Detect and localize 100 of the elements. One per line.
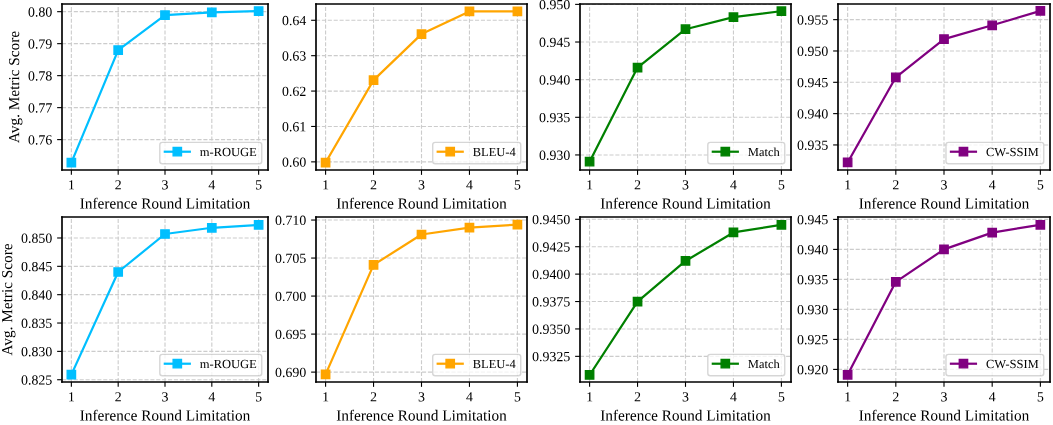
x-tick-label: 3 xyxy=(941,180,947,190)
x-tick-label: 2 xyxy=(115,180,121,190)
y-tick-label: 0.940 xyxy=(797,109,828,119)
y-tick-label: 0.76 xyxy=(28,135,52,145)
y-tick-label: 0.9375 xyxy=(532,297,570,307)
x-tick-label: 3 xyxy=(162,392,168,402)
point xyxy=(113,267,124,277)
point xyxy=(160,10,170,21)
x-tick-label: 3 xyxy=(682,392,689,402)
x-tick-label: 4 xyxy=(988,392,996,402)
x-tick-label: 3 xyxy=(418,392,425,402)
point xyxy=(253,6,264,16)
point xyxy=(206,7,217,18)
x-tick-label: 2 xyxy=(634,180,641,190)
x-tick-label: 1 xyxy=(323,392,329,402)
legend-label: m-ROUGE xyxy=(200,359,257,369)
y-tick-label: 0.63 xyxy=(282,51,306,61)
x-tick-label: 2 xyxy=(634,392,641,402)
x-tick-label: 1 xyxy=(587,180,593,190)
point xyxy=(842,369,853,380)
point xyxy=(890,72,901,83)
point xyxy=(66,157,77,168)
y-tick-label: 0.925 xyxy=(797,334,828,345)
y-tick-label: 0.835 xyxy=(21,318,52,329)
y-tick-label: 0.78 xyxy=(28,71,52,81)
x-tick-label: 4 xyxy=(730,180,737,190)
y-tick-label: 0.940 xyxy=(539,75,570,85)
x-tick-label: 5 xyxy=(514,180,521,190)
point xyxy=(113,45,124,55)
point xyxy=(253,220,264,230)
point xyxy=(890,276,901,287)
y-tick-label: 0.710 xyxy=(275,215,306,226)
x-tick-label: 2 xyxy=(370,392,377,402)
y-tick-label: 0.77 xyxy=(28,103,52,113)
point xyxy=(987,20,998,31)
y-tick-label: 0.945 xyxy=(797,214,828,225)
y-tick-label: 0.9425 xyxy=(532,242,570,252)
legend-label: m-ROUGE xyxy=(200,147,257,157)
legend-label: CW-SSIM xyxy=(986,359,1039,369)
y-tick-label: 0.955 xyxy=(797,15,828,25)
y-tick-label: 0.690 xyxy=(275,367,306,378)
x-tick-label: 3 xyxy=(418,180,425,190)
x-axis-title: Inference Round Limitation xyxy=(80,409,251,421)
y-tick-label: 0.950 xyxy=(539,0,570,10)
legend-label: BLEU-4 xyxy=(473,359,516,369)
x-tick-label: 4 xyxy=(730,392,737,402)
y-tick-label: 0.9325 xyxy=(532,351,570,362)
y-tick-label: 0.9350 xyxy=(532,324,570,334)
y-tick-label: 0.930 xyxy=(539,150,570,160)
x-axis-title: Inference Round Limitation xyxy=(859,409,1030,421)
y-tick-label: 0.9450 xyxy=(532,214,570,225)
x-tick-label: 1 xyxy=(845,180,851,190)
point xyxy=(680,24,691,35)
y-tick-label: 0.840 xyxy=(21,290,52,300)
point xyxy=(680,256,691,266)
x-tick-label: 5 xyxy=(255,392,262,402)
x-tick-label: 5 xyxy=(1037,392,1044,402)
point xyxy=(987,227,998,238)
legend-label: Match xyxy=(748,359,780,369)
y-tick-label: 0.80 xyxy=(28,7,52,17)
x-tick-label: 5 xyxy=(514,392,521,402)
x-tick-label: 4 xyxy=(988,180,996,190)
point xyxy=(206,222,217,233)
y-tick-label: 0.705 xyxy=(275,253,306,264)
point xyxy=(584,370,595,380)
x-tick-label: 5 xyxy=(778,180,785,190)
point xyxy=(416,29,427,39)
point xyxy=(1035,6,1046,16)
x-tick-label: 3 xyxy=(162,180,168,190)
point xyxy=(939,244,949,255)
legend-label: CW-SSIM xyxy=(986,147,1039,157)
y-tick-label: 0.695 xyxy=(275,329,306,340)
point xyxy=(464,222,475,233)
x-axis-title: Inference Round Limitation xyxy=(600,409,771,421)
x-axis-title: Inference Round Limitation xyxy=(859,197,1030,209)
y-tick-label: 0.79 xyxy=(28,39,52,49)
point xyxy=(776,219,787,230)
y-tick-label: 0.920 xyxy=(797,364,828,375)
y-tick-label: 0.940 xyxy=(797,244,828,255)
y-tick-label: 0.935 xyxy=(797,140,828,150)
point xyxy=(368,260,379,270)
point xyxy=(1035,219,1046,230)
x-tick-label: 5 xyxy=(255,180,262,190)
point xyxy=(776,6,787,17)
x-tick-label: 3 xyxy=(941,392,947,402)
y-tick-label: 0.950 xyxy=(797,46,828,56)
y-tick-label: 0.850 xyxy=(21,233,52,243)
x-tick-label: 2 xyxy=(892,392,899,402)
x-tick-label: 5 xyxy=(778,392,785,402)
x-axis-title: Inference Round Limitation xyxy=(80,197,251,209)
point xyxy=(160,229,170,239)
point xyxy=(584,156,595,167)
y-axis-title: Avg. Metric Score xyxy=(9,31,23,143)
y-tick-label: 0.825 xyxy=(21,375,52,385)
x-axis-title: Inference Round Limitation xyxy=(600,197,771,209)
y-tick-label: 0.830 xyxy=(21,346,52,357)
y-tick-label: 0.935 xyxy=(539,112,570,123)
x-tick-label: 2 xyxy=(115,392,121,402)
x-axis-title: Inference Round Limitation xyxy=(336,197,507,209)
y-tick-label: 0.700 xyxy=(275,291,306,302)
